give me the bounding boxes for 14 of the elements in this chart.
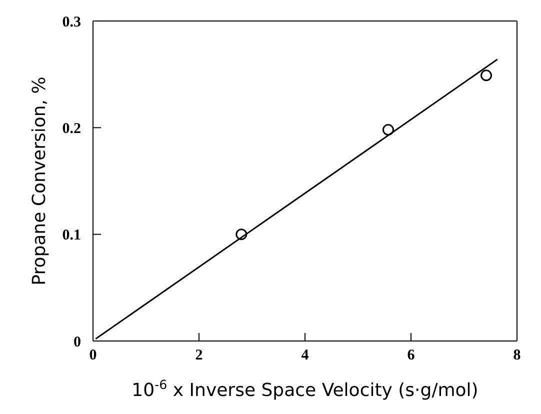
- x-tick-label: 2: [195, 348, 203, 364]
- x-tick-label: 4: [301, 348, 310, 364]
- x-tick-label: 6: [407, 348, 416, 364]
- x-axis-title: 10$^{-6}$ x Inverse Space Velocity (s·g/mol): [132, 376, 478, 401]
- y-tick-label: 0.2: [62, 120, 81, 137]
- x-tick-label: 0: [89, 348, 97, 364]
- x-tick-label: 8: [513, 348, 521, 364]
- y-tick-label: 0: [74, 334, 81, 350]
- y-tick-label: 0.3: [62, 14, 81, 30]
- point: [480, 70, 492, 82]
- y-axis-title: Propane Conversion, %: [29, 76, 50, 286]
- point: [382, 124, 394, 136]
- point: [236, 228, 248, 240]
- y-tick-label: 0.1: [62, 228, 81, 244]
